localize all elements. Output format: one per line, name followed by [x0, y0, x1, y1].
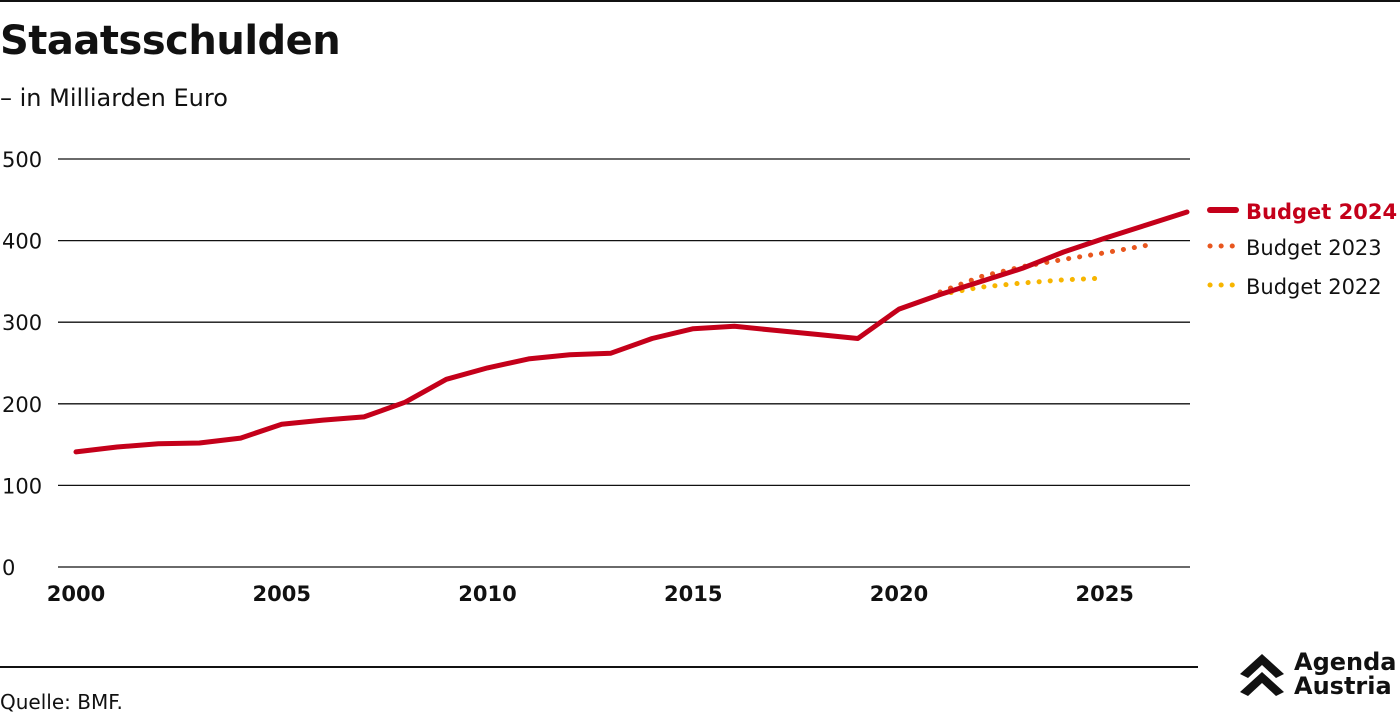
y-tick-label: 500: [2, 148, 42, 172]
x-tick-label: 2010: [458, 582, 516, 606]
y-tick-label: 0: [2, 556, 15, 580]
legend-label: Budget 2022: [1246, 275, 1382, 299]
top-rule: [0, 0, 1400, 2]
x-tick-label: 2005: [253, 582, 311, 606]
x-tick-label: 2000: [47, 582, 105, 606]
source-note: Quelle: BMF.: [0, 690, 123, 714]
y-tick-label: 400: [2, 230, 42, 254]
bottom-rule: [0, 666, 1198, 668]
legend-label: Budget 2024: [1246, 200, 1397, 224]
series-line-budget-2024: [73, 209, 1190, 455]
x-tick-label: 2020: [870, 582, 928, 606]
series-line-budget-2023: [937, 243, 1149, 295]
x-tick-label: 2025: [1075, 582, 1133, 606]
chart-title: Staatsschulden: [0, 18, 341, 64]
y-tick-label: 200: [2, 393, 42, 417]
logo-word-2: Austria: [1294, 672, 1392, 700]
logo-word-1: Agenda: [1294, 648, 1397, 676]
logo-text: Agenda Austria: [1294, 650, 1397, 698]
chevron-logo-icon: [1240, 654, 1284, 696]
x-tick-label: 2015: [664, 582, 722, 606]
chart-subtitle: – in Milliarden Euro: [0, 84, 228, 112]
agenda-austria-logo: Agenda Austria: [1236, 644, 1400, 704]
legend-label: Budget 2023: [1246, 236, 1382, 260]
y-tick-label: 100: [2, 474, 42, 498]
y-tick-label: 300: [2, 311, 42, 335]
